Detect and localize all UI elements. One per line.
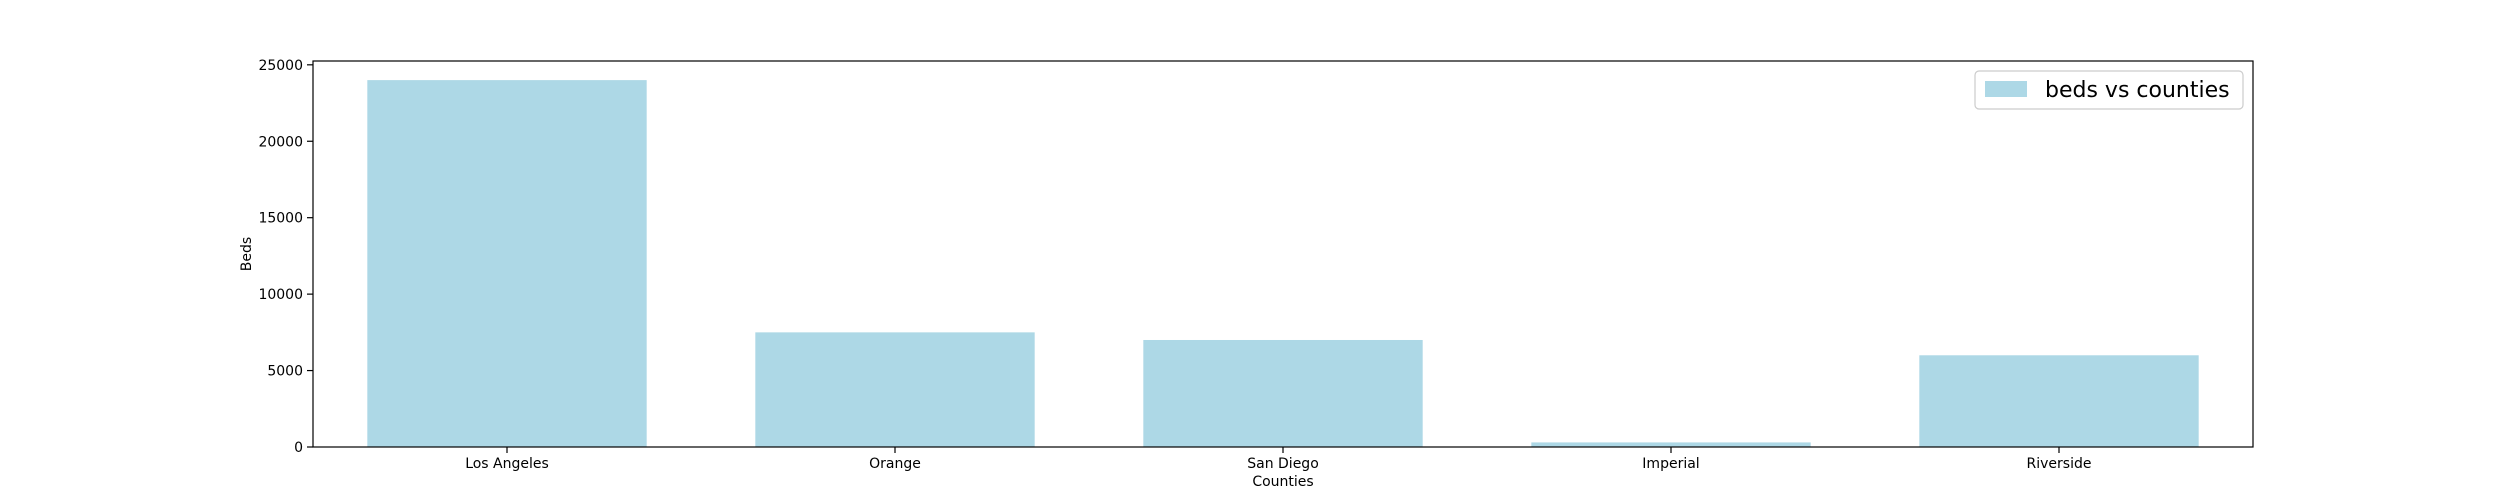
y-tick-label: 10000 xyxy=(258,287,303,303)
x-axis-ticks: Los Angeles Orange San Diego Imperial Rivers… xyxy=(465,447,2091,472)
x-tick-label: Orange xyxy=(869,456,921,472)
bar-san-diego xyxy=(1143,339,1423,447)
y-tick-label: 15000 xyxy=(258,211,303,227)
x-axis-label: Counties xyxy=(1252,474,1313,490)
legend-box xyxy=(1974,70,2244,110)
legend-label: beds vs counties xyxy=(2045,78,2230,103)
bar-riverside xyxy=(1919,355,2199,447)
bar-orange xyxy=(755,332,1035,447)
x-tick-label: Riverside xyxy=(2027,456,2092,472)
y-tick-label: 25000 xyxy=(258,58,303,74)
x-tick-label: Imperial xyxy=(1642,456,1699,472)
y-axis-ticks: 0 5000 10000 15000 20000 25000 xyxy=(258,58,313,456)
legend: beds vs counties xyxy=(1974,70,2244,110)
bar-imperial xyxy=(1531,442,1811,447)
x-tick-label: Los Angeles xyxy=(465,456,549,472)
x-tick-label: San Diego xyxy=(1247,456,1319,472)
y-tick-label: 5000 xyxy=(267,364,303,380)
y-axis-label: Beds xyxy=(239,237,255,271)
legend-swatch xyxy=(1985,81,2027,97)
bars-layer xyxy=(367,80,2199,447)
y-tick-label: 20000 xyxy=(258,134,303,150)
y-tick-label: 0 xyxy=(294,440,303,456)
bar-los-angeles xyxy=(367,80,647,447)
